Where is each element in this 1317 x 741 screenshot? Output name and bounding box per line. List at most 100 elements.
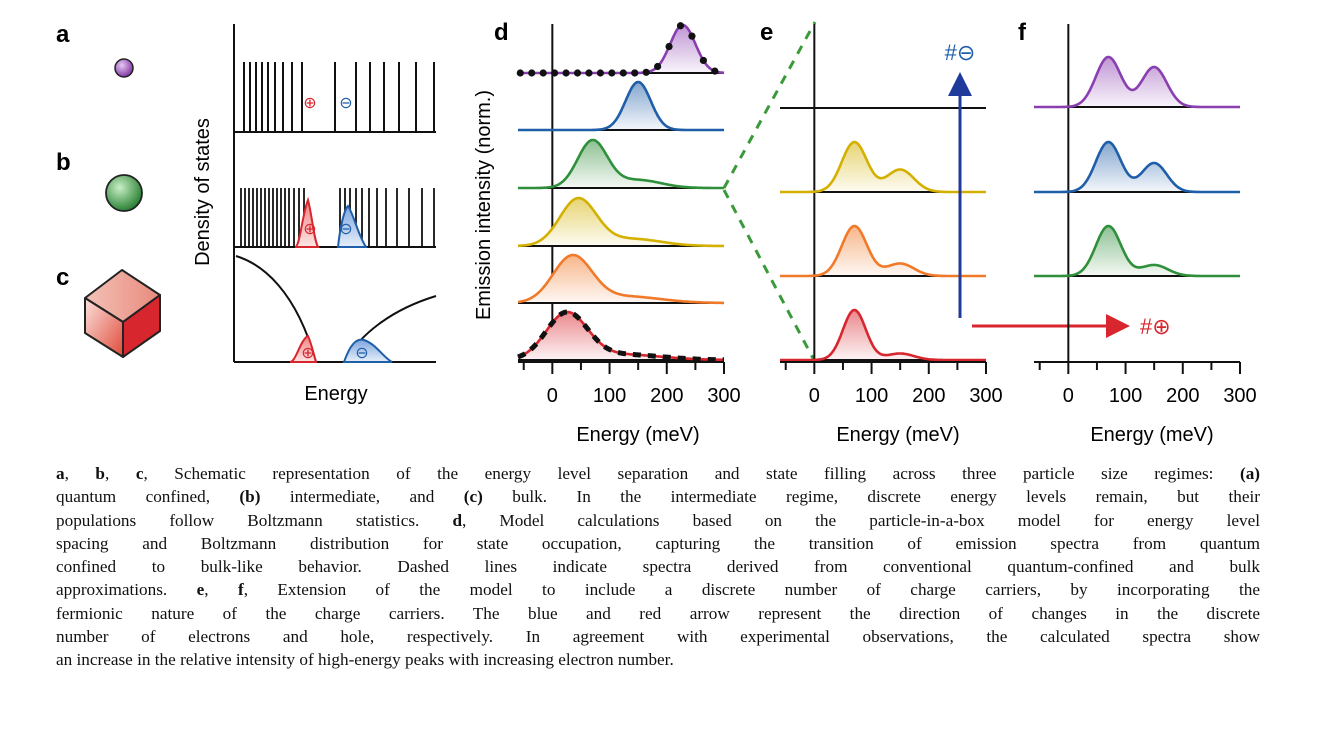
spectrum-fill: [1034, 142, 1240, 192]
spectrum-line: [1033, 140, 1241, 194]
panel-label-f: f: [1018, 19, 1027, 46]
x-tick-label: 300: [1223, 385, 1256, 407]
model-point: [642, 68, 650, 76]
caption-line: quantum confined, (b) intermediate, and …: [56, 485, 1260, 508]
dos-ylabel: Density of states: [192, 118, 214, 266]
spectrum-line: [779, 140, 987, 194]
hole-number-arrow: [972, 314, 1130, 338]
spectrum-line: [1033, 224, 1241, 278]
model-point: [516, 69, 524, 77]
model-point: [699, 56, 708, 65]
panel-label-e: e: [760, 19, 773, 46]
caption-text: ,: [64, 464, 96, 483]
caption-text: intermediate, and: [260, 487, 464, 507]
spectrum-fill: [518, 82, 724, 130]
electron-symbol-c: ⊖: [355, 345, 368, 362]
caption-text: an increase in the relative intensity of…: [56, 650, 674, 670]
spectrum-fill: [518, 255, 724, 303]
x-tick-label: 100: [1109, 385, 1142, 407]
caption-text: quantum confined,: [56, 487, 240, 507]
model-point: [608, 69, 616, 77]
figure: a b c d e f Density of states Energy ⊕ ⊖…: [56, 19, 1257, 446]
model-point: [573, 69, 582, 77]
caption-text: , Model calculations based on the partic…: [462, 510, 1260, 530]
x-tick-label: 200: [650, 385, 683, 407]
model-point: [676, 22, 685, 30]
caption-text: ,: [204, 580, 238, 600]
caption-line: a, b, c, Schematic representation of the…: [56, 462, 1260, 485]
spectrum-line: [517, 138, 725, 190]
caption-bold-text: (c): [463, 487, 483, 507]
caption-line: approximations. e, f, Extension of the m…: [56, 578, 1260, 601]
caption-bold-text: e: [196, 580, 205, 600]
caption-line: spacing and Boltzmann distribution for s…: [56, 532, 1260, 555]
model-point: [631, 69, 639, 77]
dos-levels-intermediate: [240, 188, 435, 248]
model-point: [665, 42, 673, 51]
spectrum-fill: [780, 310, 986, 360]
spectrum-line: [517, 253, 725, 305]
caption-text: approximations.: [56, 580, 197, 600]
x-tick-label: 0: [809, 385, 820, 407]
hole-symbol-a: ⊕: [303, 95, 316, 112]
spectrum-fill: [1034, 57, 1240, 107]
bulk-cube-icon: [84, 269, 161, 358]
electron-symbol-a: ⊖: [339, 95, 352, 112]
figure-caption: a, b, c, Schematic representation of the…: [56, 462, 1260, 672]
model-point: [551, 69, 559, 77]
x-tick-label: 200: [1166, 385, 1199, 407]
model-point: [688, 32, 696, 40]
dos-axes: [233, 24, 436, 363]
spectrum-fill: [780, 142, 986, 192]
hole-symbol-b: ⊕: [303, 221, 316, 238]
panel-e-plot: 0 100 200 300: [779, 24, 1003, 407]
spectrum-fill: [518, 140, 724, 188]
model-point: [654, 62, 662, 71]
dos-carrier-symbols: ⊕ ⊖ ⊕ ⊖ ⊕ ⊖: [301, 95, 368, 362]
model-point: [562, 69, 570, 77]
electron-population-curve: [336, 204, 368, 248]
spectrum-line: [779, 224, 987, 278]
caption-bold-text: (b): [239, 487, 261, 507]
electron-symbol-b: ⊖: [339, 221, 352, 238]
panel-e-xlabel: Energy (meV): [836, 424, 959, 446]
caption-text: ,: [104, 464, 136, 483]
hole-population-curve: [294, 196, 320, 248]
x-tick-label: 100: [593, 385, 626, 407]
electron-number-label: #⊖: [945, 40, 976, 65]
dos-levels-quantum-confined: [243, 62, 435, 132]
caption-line: an increase in the relative intensity of…: [56, 648, 1260, 671]
model-point: [596, 69, 605, 77]
spectrum-line: [1033, 55, 1241, 109]
caption-line: fermionic nature of the charge carriers.…: [56, 602, 1260, 625]
caption-text: , Extension of the model to include a di…: [243, 580, 1261, 600]
panel-label-a: a: [56, 21, 70, 48]
caption-line: confined to bulk-like behavior. Dashed l…: [56, 555, 1260, 578]
model-point: [528, 69, 536, 77]
panel-label-d: d: [494, 19, 509, 46]
panel-d-ylabel: Emission intensity (norm.): [473, 90, 495, 320]
caption-bold-text: d: [452, 510, 462, 530]
bulk-approximation-dashed: [517, 309, 724, 363]
model-point: [711, 67, 719, 75]
x-tick-label: 300: [707, 385, 740, 407]
spectrum-fill: [780, 226, 986, 276]
hole-symbol-c: ⊕: [301, 345, 314, 362]
model-point: [585, 69, 593, 77]
panel-label-c: c: [56, 264, 69, 291]
model-point: [539, 69, 547, 77]
electron-population-curve: [342, 338, 393, 363]
electron-number-arrow: [948, 72, 972, 318]
caption-bold-text: f: [237, 580, 244, 600]
dos-xlabel: Energy: [304, 383, 367, 405]
caption-text: spacing and Boltzmann distribution for s…: [56, 533, 1260, 553]
x-tick-label: 0: [1063, 385, 1074, 407]
x-tick-label: 100: [855, 385, 888, 407]
spectrum-fill: [518, 312, 724, 360]
spectrum-line: [779, 308, 987, 362]
caption-text: number of electrons and hole, respective…: [56, 627, 1260, 647]
caption-bold-text: (a): [1239, 464, 1261, 483]
caption-bold-text: a: [56, 464, 65, 483]
caption-text: confined to bulk-like behavior. Dashed l…: [56, 557, 1260, 577]
panel-label-b: b: [56, 149, 71, 176]
